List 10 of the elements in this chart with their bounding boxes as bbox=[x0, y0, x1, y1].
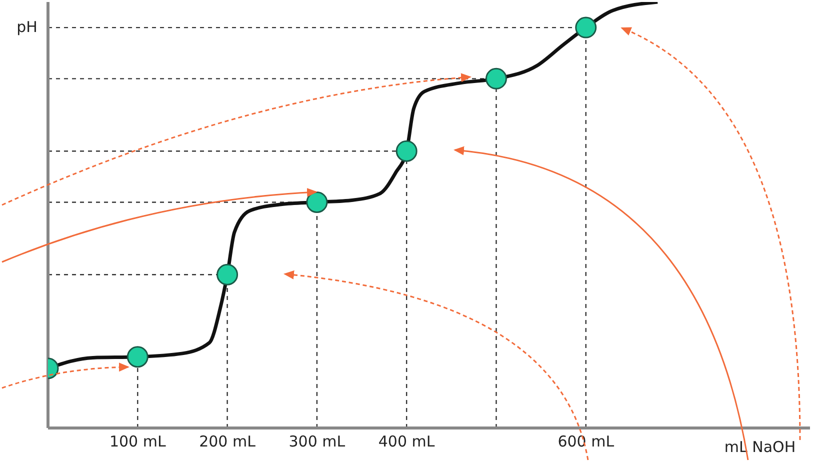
x-tick-label: 600 mL bbox=[558, 432, 615, 451]
x-tick-label: 200 mL bbox=[199, 432, 256, 451]
x-tick-label: 400 mL bbox=[378, 432, 436, 451]
point bbox=[575, 16, 597, 38]
point bbox=[485, 68, 507, 90]
x-tick-label: 300 mL bbox=[288, 432, 346, 451]
y-axis-title: pH bbox=[16, 18, 38, 36]
x-tick-label: 100 mL bbox=[109, 432, 166, 451]
point bbox=[216, 264, 238, 286]
point bbox=[126, 346, 148, 368]
